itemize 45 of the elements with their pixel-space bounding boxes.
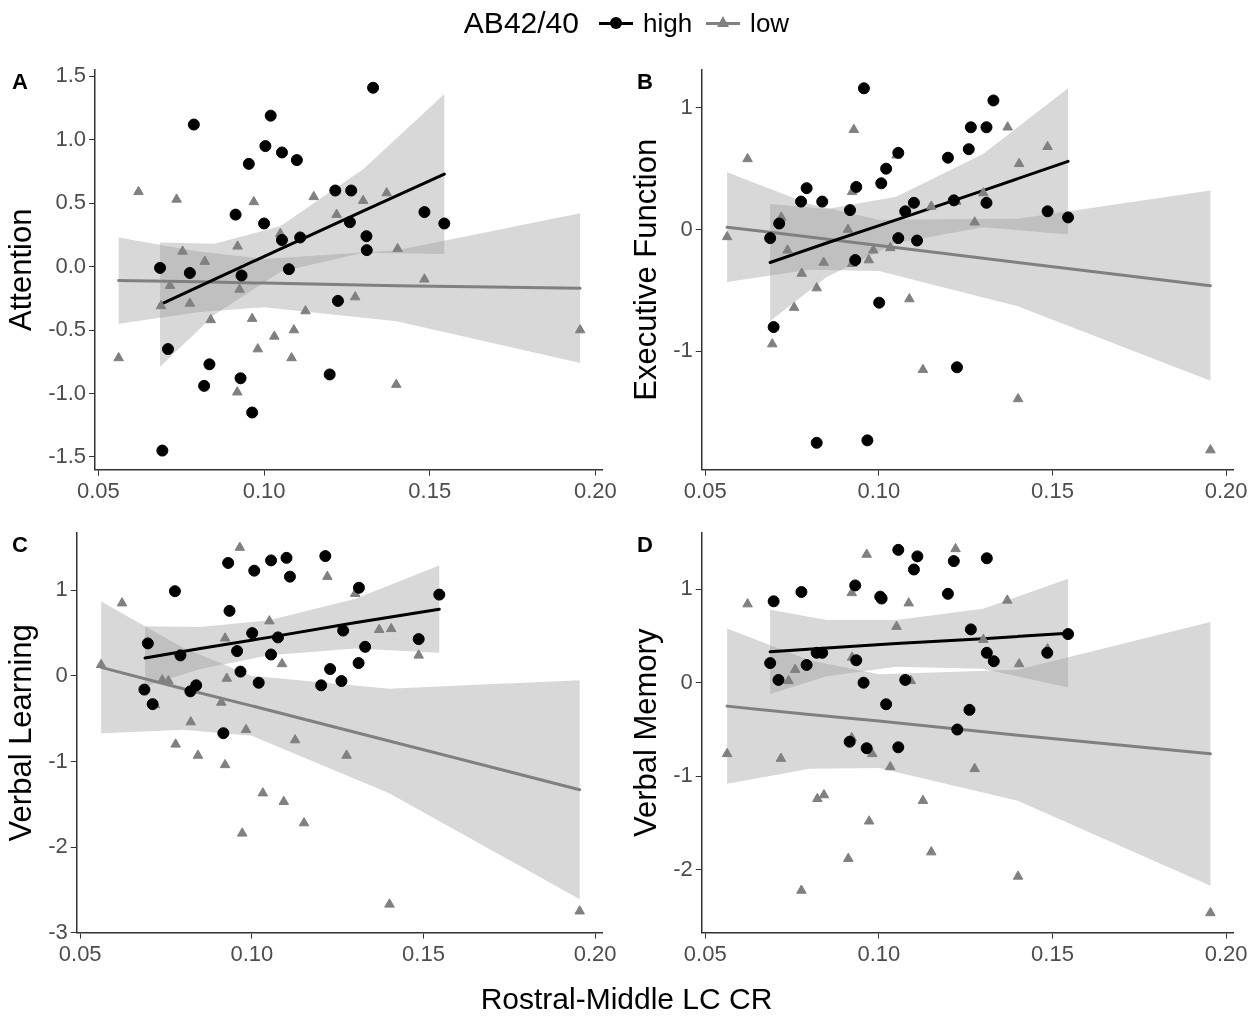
x-tick-label: 0.15	[1031, 940, 1074, 966]
x-tick-label: 0.10	[857, 940, 901, 966]
legend-label: high	[642, 7, 693, 39]
y-axis-title: Executive Function	[628, 138, 664, 401]
y-tick-label: -0.5	[48, 316, 87, 342]
y-tick-label: -1	[673, 337, 693, 363]
y-tick-label: 1	[680, 93, 693, 119]
y-tick-label: 1	[680, 575, 693, 601]
x-tick-label: 0.05	[683, 477, 727, 503]
legend-label: low	[750, 7, 790, 39]
x-tick-label: 0.05	[683, 940, 727, 966]
y-tick-label: -1	[673, 762, 693, 788]
x-tick-label: 0.15	[402, 940, 445, 966]
y-tick-label: -2	[673, 855, 693, 881]
x-tick-label: 0.05	[77, 477, 120, 503]
x-tick-label: 0.15	[1031, 477, 1074, 503]
y-tick-label: -1.0	[48, 379, 87, 405]
y-tick-label: -1.5	[48, 442, 87, 468]
y-tick-label: -1	[48, 747, 68, 773]
y-tick-label: -2	[48, 833, 68, 859]
x-tick-label: 0.10	[242, 477, 286, 503]
chart-title: A	[12, 69, 28, 95]
y-tick-label: 1.0	[55, 125, 87, 151]
x-tick-label: 0.20	[573, 477, 617, 503]
y-axis-title: Verbal Learning	[3, 624, 39, 842]
y-tick-label: 0.0	[55, 252, 87, 278]
chart-title: D	[637, 532, 653, 558]
x-tick-label: 0.20	[1204, 477, 1248, 503]
x-axis-title: Rostral-Middle LC CR	[479, 982, 774, 1016]
y-tick-label: 1.5	[55, 62, 87, 88]
x-tick-label: 0.20	[573, 940, 617, 966]
y-axis-title: Attention	[3, 208, 39, 331]
legend-title: AB42/40	[463, 6, 579, 40]
y-tick-label: 0	[55, 661, 68, 687]
y-tick-label: 0	[680, 215, 693, 241]
x-tick-label: 0.10	[230, 940, 274, 966]
chart-title: B	[637, 69, 653, 95]
y-tick-label: 0.5	[55, 189, 87, 215]
x-tick-label: 0.20	[1204, 940, 1248, 966]
x-tick-label: 0.10	[857, 477, 901, 503]
y-axis-title: Verbal Memory	[628, 628, 664, 838]
x-tick-label: 0.15	[408, 477, 452, 503]
y-tick-label: 0	[680, 668, 693, 694]
chart-title: C	[12, 532, 28, 558]
y-tick-label: 1	[55, 576, 68, 602]
